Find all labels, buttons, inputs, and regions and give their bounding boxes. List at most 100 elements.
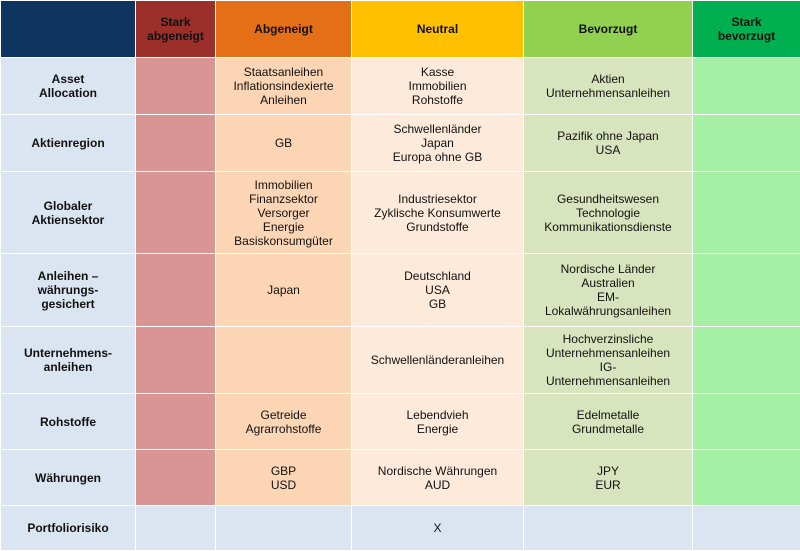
cell-line: GB <box>218 136 349 150</box>
cell-neutral: Schwellenländeranleihen <box>352 327 524 394</box>
cell-stark-abgeneigt <box>136 506 216 551</box>
cell-line: USA <box>526 143 690 157</box>
cell-line: Rohstoffe <box>3 415 133 429</box>
cell-line: Kommunikationsdienste <box>526 220 690 234</box>
cell-line: Anleihen <box>218 93 349 107</box>
cell-line: Agrarrohstoffe <box>218 422 349 436</box>
cell-line: Energie <box>218 220 349 234</box>
cell-abgeneigt <box>216 506 352 551</box>
cell-line: Asset <box>3 72 133 86</box>
cell-line: Versorger <box>218 206 349 220</box>
cell-stark-abgeneigt <box>136 58 216 115</box>
row-label-portfoliorisiko: Portfoliorisiko <box>1 506 136 551</box>
cell-abgeneigt <box>216 327 352 394</box>
cell-line: Zyklische Konsumwerte <box>354 206 521 220</box>
cell-line: Abgeneigt <box>218 22 349 36</box>
cell-line: Industriesektor <box>354 192 521 206</box>
row-label-rohstoffe: Rohstoffe <box>1 394 136 450</box>
header-bevorzugt: Bevorzugt <box>524 1 693 58</box>
cell-line: Währungen <box>3 471 133 485</box>
cell-line: gesichert <box>3 297 133 311</box>
cell-line: JPY <box>526 464 690 478</box>
cell-line: Inflationsindexierte <box>218 79 349 93</box>
cell-line: Neutral <box>354 22 521 36</box>
cell-stark-bevorzugt <box>693 115 800 172</box>
cell-line: Energie <box>354 422 521 436</box>
cell-line: Schwellenländeranleihen <box>354 353 521 367</box>
cell-line: GBP <box>218 464 349 478</box>
cell-stark-abgeneigt <box>136 254 216 327</box>
cell-line: Allocation <box>3 86 133 100</box>
cell-stark-abgeneigt <box>136 450 216 506</box>
cell-line: Finanzsektor <box>218 192 349 206</box>
cell-line: Lebendvieh <box>354 408 521 422</box>
table-row: Anleihen –währungs-gesichert Japan Deuts… <box>1 254 800 327</box>
cell-line: Nordische Währungen <box>354 464 521 478</box>
cell-stark-bevorzugt <box>693 327 800 394</box>
cell-line: X <box>354 521 521 535</box>
cell-line: Grundmetalle <box>526 422 690 436</box>
cell-line: Grundstoffe <box>354 220 521 234</box>
header-neutral: Neutral <box>352 1 524 58</box>
cell-line: Technologie <box>526 206 690 220</box>
cell-line: Deutschland <box>354 269 521 283</box>
header-abgeneigt: Abgeneigt <box>216 1 352 58</box>
row-label-waehrungen: Währungen <box>1 450 136 506</box>
cell-line: Australien <box>526 276 690 290</box>
cell-line: EUR <box>526 478 690 492</box>
cell-line: Basiskonsumgüter <box>218 234 349 248</box>
cell-bevorzugt <box>524 506 693 551</box>
cell-neutral: X <box>352 506 524 551</box>
cell-line: Aktien <box>526 72 690 86</box>
cell-stark-abgeneigt <box>136 327 216 394</box>
cell-line: Nordische Länder <box>526 262 690 276</box>
cell-stark-bevorzugt <box>693 506 800 551</box>
cell-line: GB <box>354 297 521 311</box>
cell-line: Immobilien <box>218 178 349 192</box>
cell-line: Lokalwährungsanleihen <box>526 304 690 318</box>
cell-line: Kasse <box>354 65 521 79</box>
cell-line: USA <box>354 283 521 297</box>
cell-line: Unternehmens- <box>3 346 133 360</box>
cell-line: Staatsanleihen <box>218 65 349 79</box>
cell-line: USD <box>218 478 349 492</box>
cell-line: EM- <box>526 290 690 304</box>
cell-line: Japan <box>218 283 349 297</box>
cell-line: bevorzugt <box>695 29 798 43</box>
cell-line: Anleihen – <box>3 269 133 283</box>
cell-stark-abgeneigt <box>136 115 216 172</box>
table-row: Portfoliorisiko X <box>1 506 800 551</box>
cell-abgeneigt: GB <box>216 115 352 172</box>
cell-line: währungs- <box>3 283 133 297</box>
cell-stark-bevorzugt <box>693 450 800 506</box>
cell-line: Stark <box>138 15 213 29</box>
cell-line: Rohstoffe <box>354 93 521 107</box>
cell-line: Edelmetalle <box>526 408 690 422</box>
cell-stark-bevorzugt <box>693 172 800 254</box>
cell-line: Aktiensektor <box>3 213 133 227</box>
cell-stark-bevorzugt <box>693 58 800 115</box>
cell-line: Bevorzugt <box>526 22 690 36</box>
